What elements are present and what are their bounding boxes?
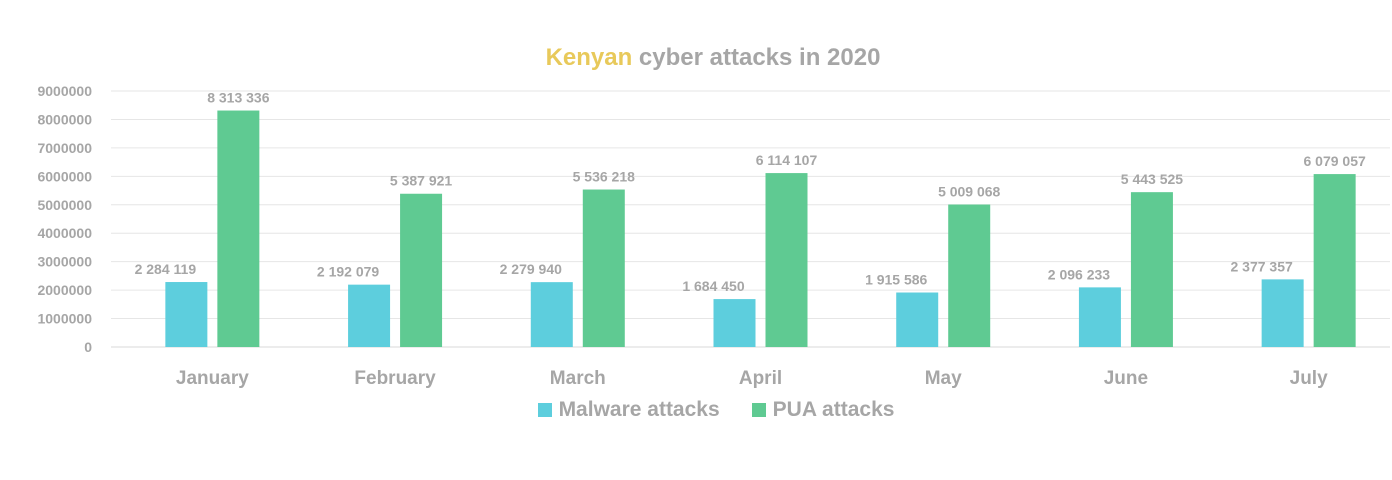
x-tick-label: May xyxy=(925,368,962,389)
x-tick-label: January xyxy=(176,368,249,389)
bar-malware xyxy=(348,284,391,347)
y-tick-label: 7000000 xyxy=(37,140,92,156)
data-label-malware: 2 096 233 xyxy=(1048,266,1110,282)
legend-item-pua[interactable]: PUA attacks xyxy=(751,398,895,422)
grid-lines xyxy=(111,90,1390,348)
x-tick-label: April xyxy=(739,368,782,389)
y-tick-label: 8000000 xyxy=(37,111,92,127)
data-label-pua: 5 009 068 xyxy=(938,184,1000,200)
y-tick-label: 2000000 xyxy=(37,282,92,298)
data-label-pua: 8 313 336 xyxy=(207,90,269,106)
bar-pua xyxy=(1130,192,1173,347)
data-label-malware: 2 377 357 xyxy=(1230,258,1292,274)
chart-title-accent: Kenyan xyxy=(545,44,633,71)
bar-pua xyxy=(948,204,991,347)
legend: Malware attacks PUA attacks xyxy=(0,398,1392,422)
bar-pua xyxy=(1313,174,1356,347)
x-tick-label: March xyxy=(550,368,606,389)
chart-title-rest: cyber attacks in 2020 xyxy=(632,44,881,71)
y-tick-label: 1000000 xyxy=(37,311,92,327)
y-tick-label: 0 xyxy=(84,339,92,355)
bar-malware xyxy=(1078,287,1121,347)
data-label-pua: 5 443 525 xyxy=(1121,171,1183,187)
bar-malware xyxy=(713,299,756,347)
legend-label-malware: Malware attacks xyxy=(558,398,720,421)
x-tick-label: July xyxy=(1290,368,1328,389)
bar-malware xyxy=(896,292,939,347)
bars xyxy=(165,110,1356,348)
bar-pua xyxy=(217,110,260,348)
chart-title: Kenyan cyber attacks in 2020 xyxy=(0,44,1392,72)
y-tick-label: 9000000 xyxy=(37,83,92,99)
legend-label-pua: PUA attacks xyxy=(772,398,895,421)
data-label-pua: 6 079 057 xyxy=(1303,153,1365,169)
data-label-pua: 5 387 921 xyxy=(390,173,452,189)
data-label-malware: 2 284 119 xyxy=(135,261,197,277)
legend-swatch-pua xyxy=(751,403,766,417)
y-axis-ticks: 0 1000000 2000000 3000000 4000000 5000000 6000… xyxy=(37,83,92,355)
data-label-pua: 5 536 218 xyxy=(573,169,635,185)
legend-swatch-malware xyxy=(537,403,552,417)
y-tick-label: 3000000 xyxy=(37,254,92,270)
y-tick-label: 4000000 xyxy=(37,225,92,241)
data-label-pua: 6 114 107 xyxy=(756,152,818,168)
y-tick-label: 6000000 xyxy=(37,168,92,184)
x-tick-label: February xyxy=(354,368,436,389)
y-tick-label: 5000000 xyxy=(37,197,92,213)
data-labels: 2 284 119 8 313 336 2 192 079 5 387 921 2 27… xyxy=(135,90,1366,295)
data-label-malware: 1 684 450 xyxy=(682,278,744,294)
bar-malware xyxy=(530,282,573,347)
bar-malware xyxy=(1261,279,1304,347)
data-label-malware: 1 915 586 xyxy=(865,272,927,288)
data-label-malware: 2 192 079 xyxy=(317,264,379,280)
legend-item-malware[interactable]: Malware attacks xyxy=(537,398,720,422)
bar-malware xyxy=(165,282,208,347)
x-tick-label: June xyxy=(1104,368,1148,389)
bar-pua xyxy=(765,173,808,347)
x-axis-ticks: January February March April May June July xyxy=(176,368,1328,389)
bar-pua xyxy=(582,189,625,347)
data-label-malware: 2 279 940 xyxy=(500,261,562,277)
bar-pua xyxy=(400,193,443,347)
